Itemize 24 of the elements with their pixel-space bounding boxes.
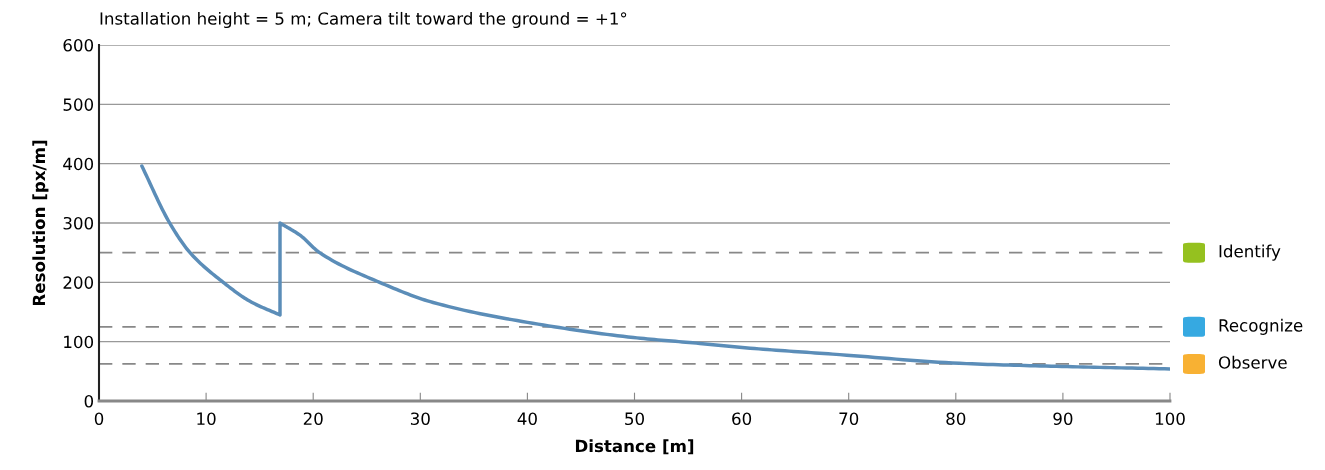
ref-line-label: Recognize — [1219, 318, 1303, 335]
x-tick-label: 30 — [410, 412, 430, 426]
y-tick-label: 600 — [63, 38, 94, 52]
y-tick-label: 0 — [84, 394, 94, 408]
x-tick-label: 0 — [94, 412, 104, 426]
x-tick-label: 40 — [517, 412, 537, 426]
x-tick-label: 60 — [732, 412, 752, 426]
y-tick-label: 400 — [63, 157, 94, 171]
chart-title: Installation height = 5 m; Camera tilt toward the ground = +1° — [100, 11, 627, 29]
x-tick-label: 80 — [946, 412, 966, 426]
y-axis-title: Resolution [px/m] — [32, 140, 49, 306]
x-tick-label: 90 — [1053, 412, 1073, 426]
x-axis-title: Distance [m] — [575, 439, 694, 455]
x-tick-label: 100 — [1155, 412, 1185, 426]
y-tick-label: 200 — [63, 276, 94, 289]
x-tick-label: 10 — [197, 412, 216, 426]
y-tick-label: 300 — [63, 216, 94, 230]
y-tick-label: 100 — [64, 335, 94, 349]
ref-line-label: Observe — [1218, 355, 1287, 369]
x-tick-label: 50 — [625, 412, 644, 426]
ref-line-label: Identify — [1219, 244, 1281, 261]
x-tick-label: 70 — [839, 412, 859, 426]
x-tick-label: 20 — [303, 412, 323, 426]
y-tick-label: 500 — [63, 98, 94, 111]
